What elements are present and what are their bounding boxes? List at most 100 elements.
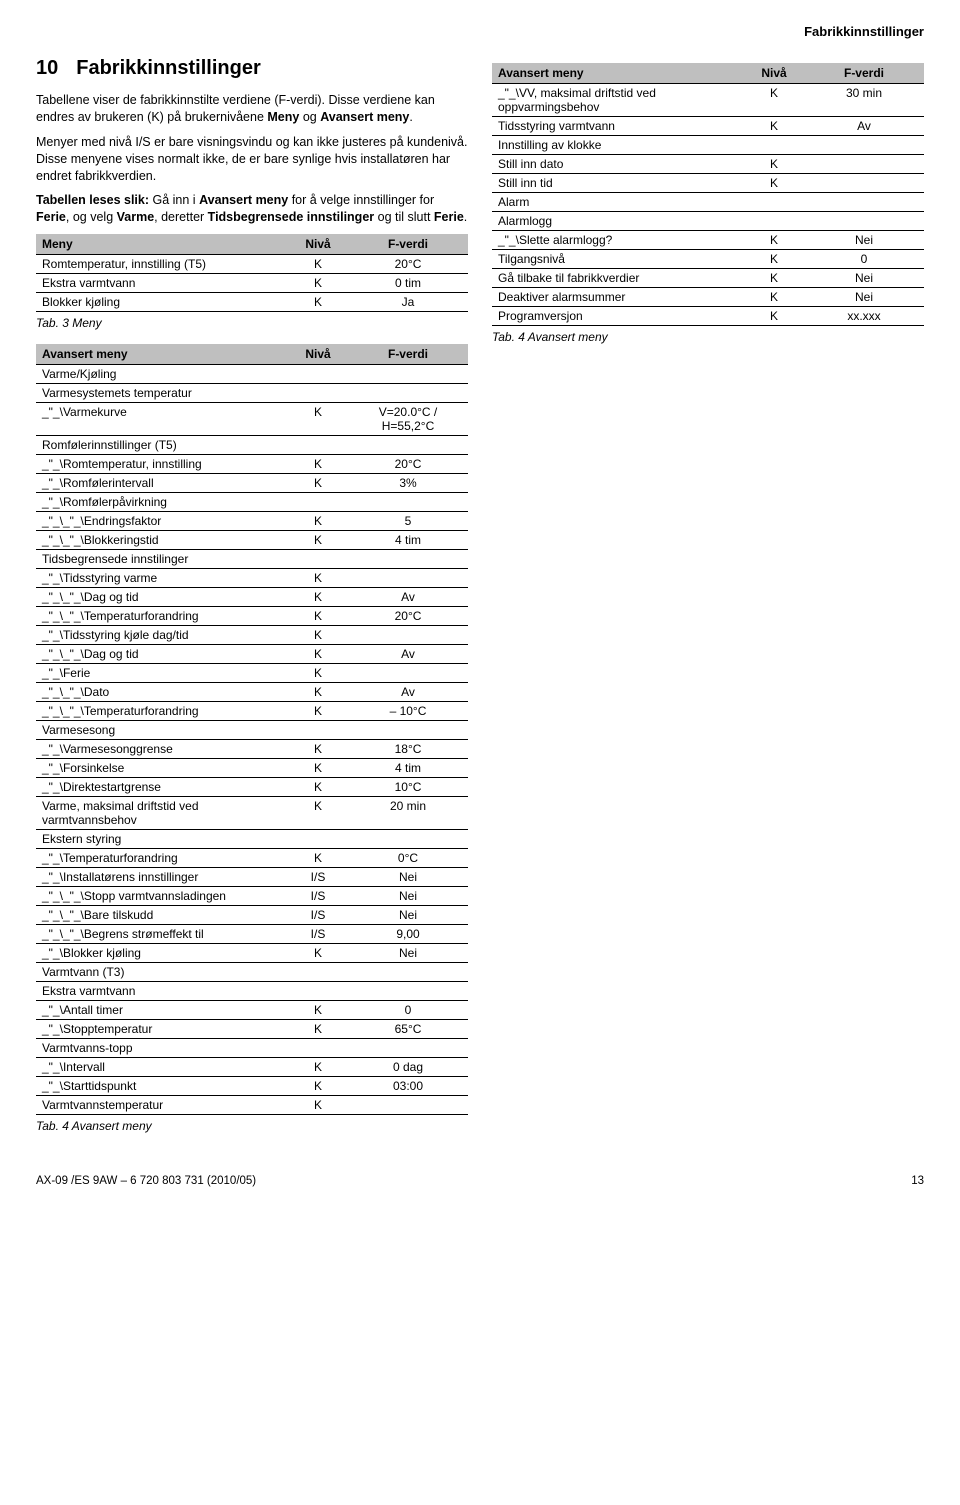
table-row: _"_\TemperaturforandringK0°C <box>36 849 468 868</box>
p3d: for å velge innstillinger for <box>288 193 434 207</box>
table-header-cell: F-verdi <box>804 63 924 84</box>
table-cell <box>348 1039 468 1058</box>
table-row: _"_\VV, maksimal driftstid ved oppvarmin… <box>492 84 924 117</box>
table-row: Varme, maksimal driftstid ved varmtvanns… <box>36 797 468 830</box>
table-cell: K <box>288 1077 348 1096</box>
table-cell: Varme/Kjøling <box>36 365 288 384</box>
table-cell: Ekstra varmtvann <box>36 982 288 1001</box>
table-cell: _"_\_"_\Temperaturforandring <box>36 702 288 721</box>
table-cell <box>288 384 348 403</box>
table-row: Romtemperatur, innstilling (T5)K20°C <box>36 255 468 274</box>
table-header-cell: F-verdi <box>348 344 468 365</box>
table-cell: Av <box>804 117 924 136</box>
p3c: Avansert meny <box>199 193 288 207</box>
table-row: _"_\_"_\Bare tilskuddI/SNei <box>36 906 468 925</box>
table-cell: _"_\Antall timer <box>36 1001 288 1020</box>
table-cell: 0 tim <box>348 274 468 293</box>
table-cell <box>288 963 348 982</box>
table-cell <box>348 830 468 849</box>
table-cell: K <box>288 740 348 759</box>
table-row: TilgangsnivåK0 <box>492 250 924 269</box>
table-cell: _"_\Forsinkelse <box>36 759 288 778</box>
table-cell: _"_\Tidsstyring varme <box>36 569 288 588</box>
table-cell: 20 min <box>348 797 468 830</box>
footer-page-number: 13 <box>911 1175 924 1187</box>
table-row: _"_\Romfølerpåvirkning <box>36 493 468 512</box>
table-row: Varmtvanns-topp <box>36 1039 468 1058</box>
table-row: _"_\Tidsstyring varmeK <box>36 569 468 588</box>
table-header-cell: Avansert meny <box>492 63 744 84</box>
p3i: Tidsbegrensede innstilinger <box>208 210 374 224</box>
table-cell: Nei <box>348 887 468 906</box>
table-cell: _"_\Stopptemperatur <box>36 1020 288 1039</box>
table-row: _"_\_"_\TemperaturforandringK20°C <box>36 607 468 626</box>
table-row: Romfølerinnstillinger (T5) <box>36 436 468 455</box>
table-cell: K <box>744 117 804 136</box>
table-cell: K <box>744 174 804 193</box>
running-head: Fabrikkinnstillinger <box>36 24 924 39</box>
p1b2: og <box>299 110 320 124</box>
page-footer: AX-09 /ES 9AW – 6 720 803 731 (2010/05) … <box>36 1175 924 1187</box>
p3e: Ferie <box>36 210 66 224</box>
table-cell: Still inn dato <box>492 155 744 174</box>
section-number: 10 <box>36 57 58 79</box>
table-cell: K <box>288 1058 348 1077</box>
table-cell: 20°C <box>348 607 468 626</box>
table-row: _"_\VarmekurveKV=20.0°C / H=55,2°C <box>36 403 468 436</box>
table-cell: Nei <box>348 868 468 887</box>
table-header-cell: Nivå <box>288 344 348 365</box>
table-row: _"_\RomfølerintervallK3% <box>36 474 468 493</box>
table-cell: Ekstra varmtvann <box>36 274 288 293</box>
table-cell <box>288 493 348 512</box>
table-cell: Ja <box>348 293 468 312</box>
table-cell: _"_\Varmekurve <box>36 403 288 436</box>
table-cell: Av <box>348 645 468 664</box>
table-cell <box>348 664 468 683</box>
table-cell <box>348 963 468 982</box>
table-cell <box>744 193 804 212</box>
table-cell: _"_\Direktestartgrense <box>36 778 288 797</box>
table-row: _"_\VarmesesonggrenseK18°C <box>36 740 468 759</box>
table-row: Still inn datoK <box>492 155 924 174</box>
table-row: _"_\ForsinkelseK4 tim <box>36 759 468 778</box>
table-cell: K <box>288 702 348 721</box>
table-row: _"_\StarttidspunktK03:00 <box>36 1077 468 1096</box>
table-cell: K <box>288 474 348 493</box>
two-column-layout: 10Fabrikkinnstillinger Tabellene viser d… <box>36 57 924 1147</box>
p3h: , deretter <box>154 210 208 224</box>
table-cell: Still inn tid <box>492 174 744 193</box>
table-cell <box>348 982 468 1001</box>
table-cell: _"_\_"_\Temperaturforandring <box>36 607 288 626</box>
table-header-cell: Nivå <box>288 234 348 255</box>
table-cell: Varme, maksimal driftstid ved varmtvanns… <box>36 797 288 830</box>
table-cell <box>288 436 348 455</box>
table-cell: 9,00 <box>348 925 468 944</box>
table-cell: xx.xxx <box>804 307 924 326</box>
table-cell: K <box>288 664 348 683</box>
p3g: Varme <box>117 210 155 224</box>
table-cell: Av <box>348 588 468 607</box>
table-cell: K <box>288 607 348 626</box>
table-cell: K <box>288 797 348 830</box>
p3l: . <box>464 210 467 224</box>
table-cell <box>348 721 468 740</box>
table-cell: Alarmlogg <box>492 212 744 231</box>
table-cell: 3% <box>348 474 468 493</box>
p1b1: Meny <box>267 110 299 124</box>
table-row: Varmesystemets temperatur <box>36 384 468 403</box>
table-meny: MenyNivåF-verdiRomtemperatur, innstillin… <box>36 234 468 312</box>
table-cell: K <box>288 569 348 588</box>
table-cell: K <box>744 155 804 174</box>
table-cell: _"_\Starttidspunkt <box>36 1077 288 1096</box>
p3a: Tabellen leses slik: <box>36 193 149 207</box>
table-row: _"_\_"_\Stopp varmtvannsladingenI/SNei <box>36 887 468 906</box>
table-row: VarmtvannstemperaturK <box>36 1096 468 1115</box>
table-cell: 03:00 <box>348 1077 468 1096</box>
p3b: Gå inn i <box>149 193 199 207</box>
table-cell <box>804 174 924 193</box>
table-cell: 0 dag <box>348 1058 468 1077</box>
table-avansert-right-caption: Tab. 4 Avansert meny <box>492 330 924 344</box>
table-row: Varme/Kjøling <box>36 365 468 384</box>
table-cell <box>804 136 924 155</box>
table-cell <box>804 193 924 212</box>
